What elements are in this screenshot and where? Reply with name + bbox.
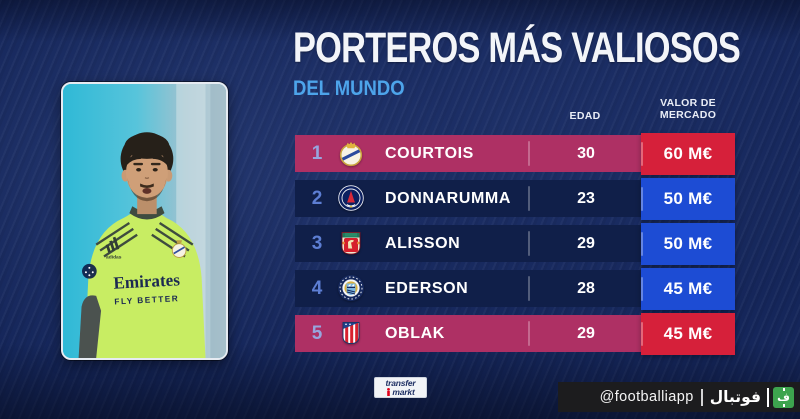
watermark-brand: فوتبال: [709, 388, 761, 406]
column-header-value: VALOR DE MERCADO: [659, 97, 717, 121]
watermark-logo-bar: [767, 387, 769, 407]
rank-label: 5: [311, 322, 323, 344]
player-name: OBLAK: [385, 324, 445, 342]
age-value: 30: [577, 144, 595, 162]
age-value: 23: [577, 189, 595, 207]
column-divider: [528, 321, 530, 346]
market-value-badge: 50 M€: [641, 222, 735, 265]
transfermarkt-figure-icon: [387, 387, 391, 396]
transfermarkt-line1: transfer: [385, 378, 416, 388]
atletico-madrid-crest-icon: [337, 319, 365, 347]
table-row-alisson: 3 ALISSON 29 50 M€: [295, 222, 735, 265]
market-value-badge: 45 M€: [641, 312, 735, 355]
psg-crest-icon: [337, 184, 365, 212]
player-head: [120, 132, 174, 202]
liverpool-crest-icon: [337, 229, 365, 257]
transfermarkt-logo: transfer markt: [374, 377, 427, 398]
ucl-patch-icon: [82, 263, 97, 279]
page-title: PORTEROS MÁS VALIOSOS: [293, 24, 741, 72]
real-madrid-chest-crest-icon: [171, 240, 187, 258]
rank-label: 2: [311, 187, 323, 209]
column-divider: [528, 186, 530, 211]
column-divider: [528, 141, 530, 166]
market-value-badge: 50 M€: [641, 177, 735, 220]
rank-label: 3: [311, 232, 323, 254]
manchester-city-crest-icon: [337, 274, 365, 302]
player-name: DONNARUMMA: [385, 189, 511, 207]
rank-label: 4: [311, 277, 323, 299]
footballi-logo-icon: ف: [773, 386, 794, 408]
watermark-bar: @footballiapp فوتبال ف: [558, 382, 800, 412]
column-divider: [528, 276, 530, 301]
adidas-wordmark: adidas: [106, 254, 122, 260]
transfermarkt-line2: markt: [392, 386, 415, 397]
table-row-donnarumma: 2 DONNARUMMA 23 50 M€: [295, 177, 735, 220]
market-value-badge: 45 M€: [641, 267, 735, 310]
age-value: 29: [577, 234, 595, 252]
column-divider: [528, 231, 530, 256]
shoulder-stripes: [95, 221, 194, 258]
arm-sleeve: [78, 295, 102, 358]
jersey-sponsor-text: Emirates: [113, 270, 181, 293]
age-value: 29: [577, 324, 595, 342]
age-value: 28: [577, 279, 595, 297]
watermark-divider: [700, 388, 703, 406]
rank-label: 1: [311, 142, 323, 164]
player-name: COURTOIS: [385, 144, 474, 162]
jersey-slogan-text: FLY BETTER: [114, 293, 179, 306]
table-row-ederson: 4 EDERSON 28 45 M€: [295, 267, 735, 310]
table-row-oblak: 5 OBLAK 29 45 M€: [295, 312, 735, 355]
player-photo: adidas Emirates FLY BETTER: [61, 82, 228, 360]
player-name: ALISSON: [385, 234, 461, 252]
page-subtitle: DEL MUNDO: [293, 77, 405, 100]
player-name: EDERSON: [385, 279, 469, 297]
table-row-courtois: 1 COURTOIS 30 60 M€: [295, 132, 735, 175]
player-photo-illustration: adidas Emirates FLY BETTER: [63, 84, 226, 358]
real-madrid-crest-icon: [337, 139, 365, 167]
market-value-badge: 60 M€: [641, 132, 735, 175]
watermark-handle: @footballiapp: [599, 389, 694, 405]
column-header-age: EDAD: [569, 110, 601, 122]
adidas-logo-icon: adidas: [105, 236, 122, 260]
